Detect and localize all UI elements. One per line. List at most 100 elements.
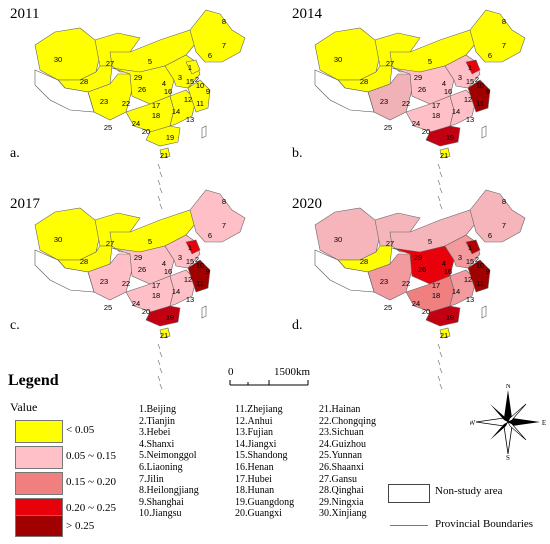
map-label: 12	[464, 275, 472, 284]
province-list-item: 8.Heilongjiang	[139, 485, 199, 497]
map-panel-2020: 1 2 3 4 5 6 7 8 9 10 11 12 13 14 15 16 17 18 19 20 21 22 23 24 2…	[280, 180, 540, 390]
map-label: 9	[486, 87, 490, 96]
province-list-item: 10.Jiangsu	[139, 508, 182, 520]
map-label: 19	[446, 313, 454, 322]
compass-e: E	[542, 419, 546, 427]
legend-class-label: < 0.05	[66, 424, 95, 436]
map-label: 8	[222, 17, 226, 26]
compass-w: W	[470, 419, 476, 427]
map-label: 1	[188, 243, 192, 252]
taiwan-outline	[481, 305, 487, 319]
region-ne	[189, 9, 246, 63]
map-label: 15	[186, 257, 194, 266]
map-label: 17	[432, 281, 440, 290]
province-list-col3: 21.Hainan 22.Chongqing 23.Sichuan 24.Guizho…	[319, 404, 376, 520]
province-list-item: 11.Zhejiang	[235, 404, 283, 415]
map-label: 19	[446, 133, 454, 142]
map-label: 2	[475, 255, 479, 264]
map-label: 2	[195, 75, 199, 84]
legend-swatch-1	[15, 420, 63, 443]
region-east	[187, 259, 211, 293]
region-hainan	[439, 147, 451, 159]
map-label: 25	[104, 123, 112, 132]
map-label: 27	[106, 239, 114, 248]
region-hainan	[159, 147, 171, 159]
year-2011: 2011	[10, 6, 40, 22]
province-map: 1234567891011121314151617181920212223242…	[314, 9, 526, 210]
map-label: 30	[54, 55, 62, 64]
region-south	[145, 305, 181, 327]
sea-dash	[437, 359, 441, 366]
sea-dash	[159, 383, 163, 390]
provincial-boundary-line	[390, 525, 428, 526]
map-label: 18	[432, 111, 440, 120]
province-map: 1234567891011121314151617181920212223242…	[34, 9, 246, 210]
province-list-item: 5.Neimonggol	[139, 450, 197, 462]
map-label: 14	[172, 287, 180, 296]
map-label: 3	[178, 73, 182, 82]
map-label: 22	[402, 279, 410, 288]
map-label: 20	[142, 127, 150, 136]
region-e2	[169, 89, 197, 127]
map-label: 18	[432, 291, 440, 300]
map-label: 25	[384, 123, 392, 132]
province-list-item: 23.Sichuan	[319, 427, 364, 439]
map-label: 9	[486, 267, 490, 276]
map-label: 30	[54, 235, 62, 244]
year-2014: 2014	[292, 6, 322, 22]
region-beijing	[185, 239, 201, 255]
map-label: 4	[162, 259, 166, 268]
region-hainan	[159, 327, 171, 339]
province-list-item: 27.Gansu	[319, 473, 358, 485]
map-label: 20	[142, 307, 150, 316]
panel-label-a: a.	[10, 146, 20, 161]
map-label: 13	[466, 115, 474, 124]
legend-swatch-2	[15, 446, 63, 469]
map-label: 12	[184, 275, 192, 284]
province-map: 1234567891011121314151617181920212223242…	[34, 189, 246, 390]
region-south	[425, 125, 461, 147]
map-label: 19	[166, 133, 174, 142]
map-label: 1	[468, 243, 472, 252]
province-list-item: 17.Hubei	[235, 473, 272, 485]
sea-dash	[157, 179, 161, 186]
province-list-item: 30.Xinjiang	[319, 508, 367, 520]
scale-line	[229, 380, 309, 386]
province-list-item: 25.Yunnan	[319, 450, 363, 462]
sea-dash	[439, 351, 443, 358]
map-label: 10	[196, 81, 204, 90]
year-2017: 2017	[10, 196, 40, 212]
region-ne	[469, 9, 526, 63]
map-panel-2011: 1 2 3 4 5 6 7 8 9 10 11 12 13 14 15 16 17 18 19 20 21 22 23 24 2…	[0, 0, 260, 210]
map-label: 6	[208, 51, 212, 60]
region-e2	[169, 269, 197, 307]
taiwan-outline	[201, 305, 207, 319]
non-study-swatch	[388, 484, 430, 503]
region-west	[34, 27, 101, 81]
map-label: 8	[222, 197, 226, 206]
map-label: 28	[360, 257, 368, 266]
map-label: 22	[122, 279, 130, 288]
map-label: 5	[428, 237, 432, 246]
sea-dash	[157, 343, 161, 350]
map-label: 11	[196, 99, 204, 108]
map-label: 22	[402, 99, 410, 108]
map-label: 4	[442, 259, 446, 268]
provincial-boundary-label: Provincial Boundaries	[435, 518, 534, 530]
sea-dash	[439, 187, 443, 194]
map-panel-2014: 1 2 3 4 5 6 7 8 9 10 11 12 13 14 15 16 17 18 19 20 21 22 23 24 2…	[280, 0, 540, 210]
province-list-item: 14.Jiangxi	[235, 438, 277, 450]
region-beijing	[185, 59, 201, 75]
region-west	[314, 207, 381, 261]
map-label: 28	[360, 77, 368, 86]
map-label: 28	[80, 257, 88, 266]
sea-dash	[159, 351, 163, 358]
map-label: 12	[184, 95, 192, 104]
map-label: 21	[160, 151, 168, 160]
panel-label-b: b.	[292, 146, 303, 161]
map-label: 8	[502, 197, 506, 206]
sea-dash	[159, 171, 163, 178]
map-label: 26	[138, 265, 146, 274]
taiwan-outline	[201, 125, 207, 139]
map-label: 7	[222, 221, 226, 230]
